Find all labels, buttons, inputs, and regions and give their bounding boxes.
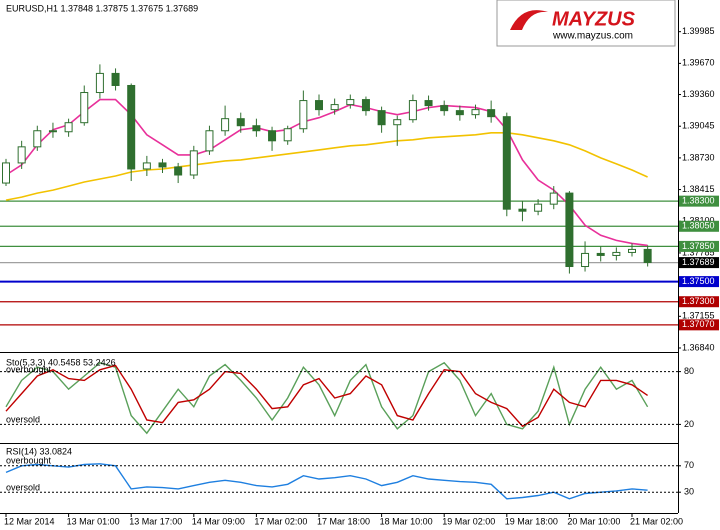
logo-url: www.mayzus.com — [552, 31, 633, 42]
candle-body — [268, 130, 277, 142]
y-tick-label: 30 — [684, 487, 694, 497]
candle-body — [48, 130, 57, 133]
candle-body — [17, 146, 26, 164]
candle-body — [205, 130, 214, 152]
y-tick-label: 20 — [684, 419, 694, 429]
level-label-box — [679, 257, 719, 269]
candle-body — [377, 110, 386, 126]
candle-body — [111, 72, 120, 86]
x-tick-label: 13 Mar 01:00 — [67, 516, 120, 526]
logo-brand: MAYZUS — [552, 8, 636, 30]
candle-body — [95, 72, 104, 94]
candle-body — [158, 162, 167, 168]
y-tick-label: 80 — [684, 366, 694, 376]
candle-body — [174, 166, 183, 176]
candle-body — [628, 248, 636, 253]
level-label-box — [679, 195, 719, 207]
indicator-line — [5, 132, 648, 201]
candle-body — [581, 252, 590, 268]
candle-body — [330, 104, 339, 111]
candle-body — [33, 130, 42, 148]
candle-body — [643, 248, 652, 263]
level-label: 1.37300 — [682, 296, 715, 306]
candle-body — [361, 99, 370, 112]
y-tick-label: 1.37785 — [682, 247, 715, 257]
candle-body — [455, 110, 464, 116]
x-tick-label: 19 Mar 18:00 — [505, 516, 558, 526]
x-tick-label: 17 Mar 18:00 — [317, 516, 370, 526]
candle-body — [518, 208, 527, 212]
y-tick-label: 1.38730 — [682, 152, 715, 162]
y-tick-label: 1.39360 — [682, 89, 715, 99]
level-label-box — [679, 220, 719, 232]
y-tick-label: 70 — [684, 460, 694, 470]
chart-title: EURUSD,H1 1.37848 1.37875 1.37675 1.3768… — [6, 3, 198, 13]
y-tick-label: 1.37155 — [682, 311, 715, 321]
y-tick-label: 1.38100 — [682, 216, 715, 226]
x-tick-label: 14 Mar 09:00 — [192, 516, 245, 526]
level-label-box — [679, 296, 719, 308]
candle-body — [549, 192, 558, 205]
annotation: oversold — [6, 414, 40, 424]
candle-body — [471, 109, 480, 116]
indicator-line — [5, 98, 648, 247]
level-label: 1.38300 — [682, 196, 715, 206]
indicator-title: RSI(14) 33.0824 — [6, 446, 72, 456]
y-tick-label: 1.39985 — [682, 26, 715, 36]
indicator-title: Sto(5,3,3) 40.5458 53.2426 — [6, 357, 116, 367]
x-tick-label: 21 Mar 02:00 — [630, 516, 683, 526]
y-tick-label: 1.39045 — [682, 121, 715, 131]
candle-body — [487, 109, 496, 118]
candle-body — [80, 92, 89, 124]
candle-body — [221, 118, 230, 132]
candle-body — [142, 162, 151, 170]
x-tick-label: 13 Mar 17:00 — [129, 516, 182, 526]
candle-body — [502, 116, 511, 210]
y-tick-label: 1.36840 — [682, 342, 715, 352]
candle-body — [2, 162, 10, 184]
level-label: 1.37689 — [682, 257, 715, 267]
candle-body — [127, 84, 136, 170]
annotation: oversold — [6, 482, 40, 492]
candle-body — [64, 122, 73, 133]
candle-body — [565, 192, 574, 268]
candle-body — [408, 100, 417, 121]
level-label: 1.37070 — [682, 319, 715, 329]
x-tick-label: 20 Mar 10:00 — [567, 516, 620, 526]
candle-body — [596, 252, 605, 256]
level-label-box — [679, 319, 719, 331]
candle-body — [346, 99, 355, 106]
candle-body — [252, 125, 261, 132]
candle-body — [283, 128, 292, 142]
x-tick-label: 19 Mar 02:00 — [442, 516, 495, 526]
candle-body — [612, 251, 621, 256]
candle-body — [440, 105, 449, 112]
y-tick-label: 1.39670 — [682, 58, 715, 68]
candle-body — [299, 100, 308, 130]
y-tick-label: 1.38415 — [682, 184, 715, 194]
annotation: overbought — [6, 455, 52, 465]
x-tick-label: 18 Mar 10:00 — [380, 516, 433, 526]
level-label-box — [679, 240, 719, 252]
logo-swoosh — [510, 10, 548, 30]
annotation: overbought — [6, 364, 52, 374]
candle-body — [534, 203, 543, 212]
x-tick-label: 12 Mar 2014 — [4, 516, 55, 526]
level-label: 1.38050 — [682, 221, 715, 231]
candle-body — [424, 100, 433, 107]
level-label: 1.37850 — [682, 241, 715, 251]
level-label-box — [679, 276, 719, 288]
indicator-line — [5, 364, 648, 428]
candle-body — [189, 150, 198, 176]
x-tick-label: 17 Mar 02:00 — [254, 516, 307, 526]
candle-body — [315, 100, 323, 111]
candle-body — [236, 118, 245, 127]
logo: MAYZUS www.mayzus.com — [496, 0, 676, 47]
logo-box — [496, 0, 676, 47]
candle-body — [393, 119, 402, 126]
level-label: 1.37500 — [682, 276, 715, 286]
